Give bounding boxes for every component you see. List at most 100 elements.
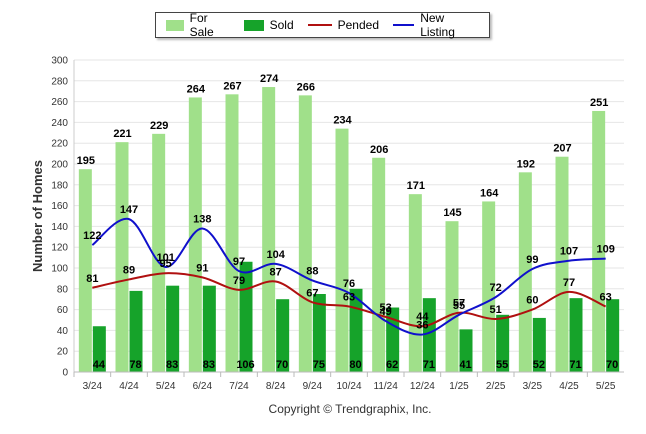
data-label-new-listing: 107 [560,246,578,258]
y-tick-label: 0 [62,368,68,379]
data-labels: 195 44 221 78 229 83 264 83 267 106 274 70 266 75 234 8… [77,73,619,371]
x-tick-label: 9/24 [303,381,323,392]
bar-for-sale [225,94,239,372]
data-label-sold: 78 [129,359,141,371]
bar-for-sale [555,156,569,372]
data-label-sold: 44 [93,359,106,371]
y-tick-label: 280 [51,76,68,87]
y-tick-label: 140 [51,222,68,233]
data-label-pended: 63 [343,291,355,303]
data-label-pended: 67 [306,287,318,299]
x-tick-label: 10/24 [336,381,361,392]
bar-for-sale [115,142,129,372]
legend-swatch-new-listing [393,24,415,26]
legend-item-pended: Pended [307,18,379,32]
x-tick-label: 3/25 [523,381,543,392]
bar-for-sale [335,128,349,372]
y-axis: 0 20 40 60 80 100 120 140 160 180 200 220 240 260 280 3… [51,56,75,379]
bar-sold [496,314,510,372]
data-label-pended: 53 [380,302,392,314]
bar-sold [569,298,583,372]
legend-label-pended: Pended [337,18,379,32]
data-label-new-listing: 138 [193,213,211,225]
y-tick-label: 20 [57,347,69,358]
copyright-text: Copyright © Trendgraphix, Inc. [268,402,432,416]
data-label-sold: 71 [569,359,581,371]
data-label-for-sale: 229 [150,120,168,132]
legend: For Sale Sold Pended New Listing [155,11,490,39]
data-label-pended: 63 [600,291,612,303]
data-label-for-sale: 264 [187,83,206,95]
data-label-for-sale: 221 [113,128,131,140]
data-label-for-sale: 206 [370,144,388,156]
bar-sold [312,294,326,372]
data-label-sold: 71 [423,359,435,371]
data-label-pended: 60 [526,295,538,307]
y-tick-label: 80 [57,284,69,295]
y-tick-label: 60 [57,305,69,316]
data-label-new-listing: 104 [266,249,285,261]
bar-for-sale [482,201,496,372]
data-label-new-listing: 99 [526,254,538,266]
data-label-new-listing: 36 [416,320,428,332]
legend-label-sold: Sold [269,18,294,32]
data-label-sold: 41 [459,359,471,371]
y-tick-label: 240 [51,118,68,129]
data-label-new-listing: 88 [306,265,318,277]
bar-sold [422,298,436,372]
data-label-new-listing: 49 [380,306,392,318]
data-label-new-listing: 55 [453,300,465,312]
data-label-for-sale: 192 [517,158,535,170]
legend-item-sold: Sold [243,18,294,32]
x-tick-label: 4/25 [559,381,579,392]
bar-for-sale [408,194,422,372]
line-new-listing [91,218,606,336]
bar-sold [459,329,473,372]
x-tick-label: 6/24 [193,381,213,392]
bar-sold [92,326,106,372]
x-tick-label: 11/24 [374,381,399,392]
data-label-for-sale: 234 [333,115,352,127]
data-label-sold: 80 [349,359,361,371]
data-label-for-sale: 164 [480,187,499,199]
bar-sold [166,285,180,372]
y-tick-label: 260 [51,97,68,108]
data-label-pended: 91 [196,262,208,274]
bars [78,87,620,373]
y-axis-title: Number of Homes [30,160,45,272]
data-label-pended: 44 [416,311,429,323]
legend-item-for-sale: For Sale [166,11,230,39]
legend-item-new-listing: New Listing [393,11,475,39]
lines [91,218,607,336]
y-tick-label: 40 [57,326,69,337]
x-tick-label: 8/24 [266,381,286,392]
bar-for-sale [262,87,276,372]
data-label-for-sale: 145 [443,207,461,219]
data-label-pended: 57 [453,298,465,310]
data-label-sold: 83 [203,359,215,371]
y-tick-label: 300 [51,56,68,67]
data-label-new-listing: 122 [83,230,101,242]
bar-for-sale [445,221,459,372]
x-tick-label: 1/25 [449,381,469,392]
legend-label-new-listing: New Listing [420,11,455,39]
x-tick-label: 12/24 [410,381,435,392]
y-tick-label: 180 [51,180,68,191]
data-label-sold: 83 [166,359,178,371]
bar-sold [606,299,620,372]
legend-swatch-pended [307,24,332,26]
y-tick-label: 160 [51,201,68,212]
data-label-pended: 87 [270,267,282,279]
data-label-sold: 106 [236,359,254,371]
data-label-pended: 89 [123,264,135,276]
legend-swatch-for-sale [166,19,184,31]
y-tick-label: 200 [51,160,68,171]
data-label-for-sale: 171 [407,180,425,192]
data-label-sold: 55 [496,359,508,371]
y-tick-label: 100 [51,264,68,275]
data-label-sold: 75 [313,359,325,371]
bar-sold [532,317,546,372]
bar-for-sale [592,110,606,373]
x-axis: 3/24 4/24 5/24 6/24 7/24 8/24 9/24 10/24 11/24 12… [73,371,624,392]
